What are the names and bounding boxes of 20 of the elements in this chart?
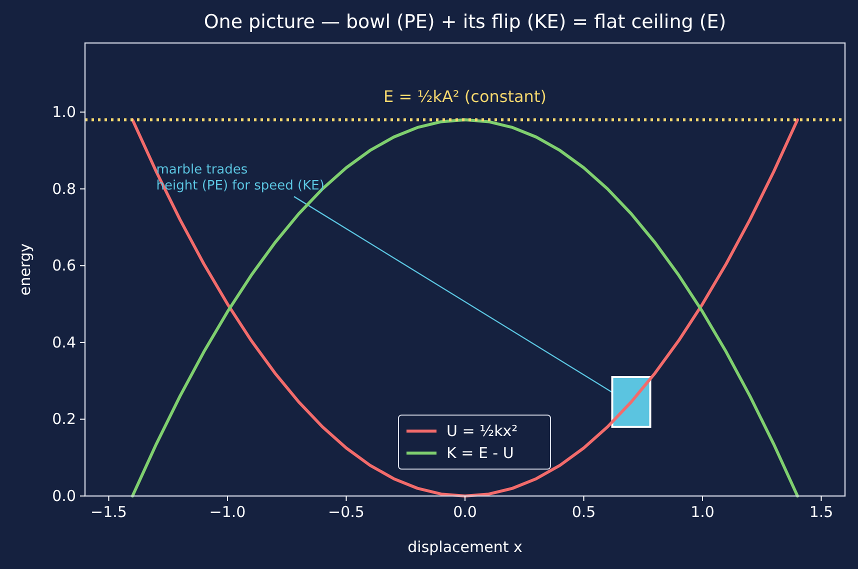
chart-title: One picture — bowl (PE) + its flip (KE) = flat ceiling (E) (204, 11, 726, 33)
x-tick-label: −0.5 (328, 503, 364, 521)
x-tick-label: 1.0 (690, 503, 714, 521)
y-tick-label: 0.4 (52, 333, 76, 352)
y-tick-label: 0.2 (52, 410, 76, 428)
y-tick-label: 0.0 (52, 487, 76, 505)
x-tick-label: −1.5 (90, 503, 127, 521)
line-series (131, 118, 799, 498)
y-axis-title: energy (16, 243, 34, 296)
y-tick-label: 0.8 (52, 180, 76, 198)
ref-line-label: E = ½kA² (constant) (384, 86, 546, 106)
x-tick-label: −1.0 (209, 503, 246, 521)
x-tick-label: 1.5 (809, 503, 834, 521)
y-tick-label: 1.0 (52, 103, 76, 122)
legend-label: K = E - U (446, 444, 514, 462)
y-tick-label: 0.6 (52, 256, 76, 275)
x-tick-label: 0.5 (572, 503, 596, 521)
legend-label: U = ½kx² (446, 422, 518, 440)
x-axis-title: displacement x (408, 538, 522, 556)
x-tick-label: 0.0 (453, 503, 477, 521)
